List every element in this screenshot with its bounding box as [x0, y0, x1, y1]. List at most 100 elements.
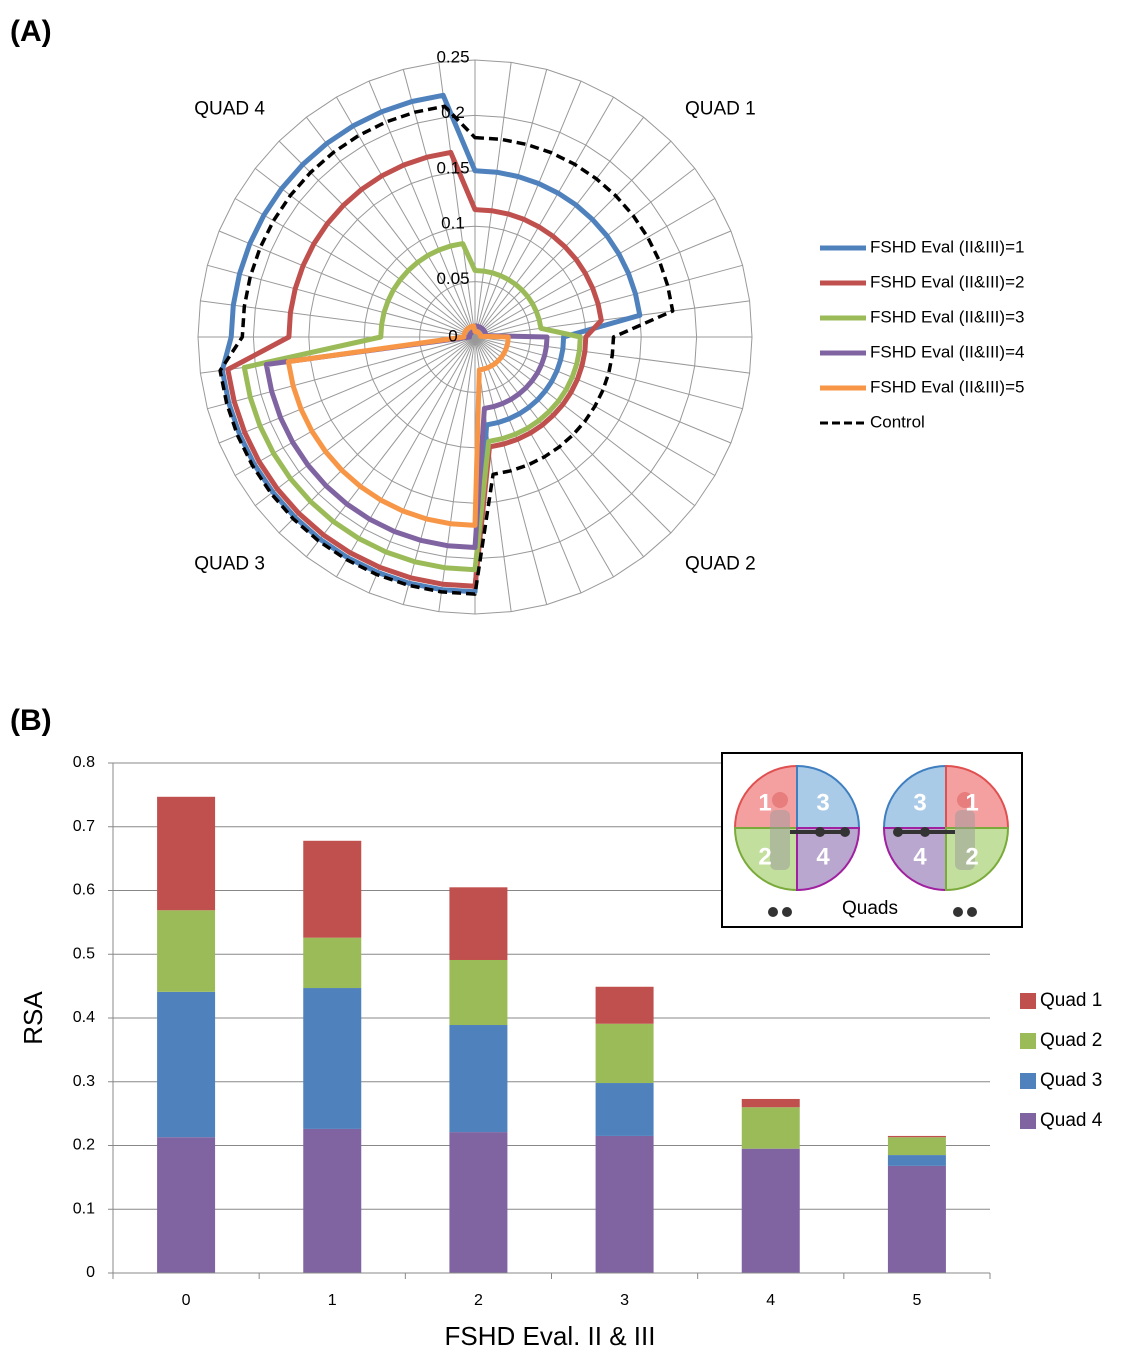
r-tick-label: 0.15	[436, 158, 469, 177]
bar-segment	[888, 1137, 946, 1155]
bar-segment	[449, 1132, 507, 1273]
bar-segment	[742, 1099, 800, 1107]
spoke	[475, 337, 671, 533]
y-tick-label: 0.7	[73, 818, 95, 835]
y-tick-label: 0.6	[73, 882, 95, 899]
inset-caption: Quads	[842, 898, 898, 919]
legend-label: FSHD Eval (II&III)=4	[870, 342, 1024, 361]
quadrant-label: QUAD 3	[194, 554, 265, 575]
joint	[840, 827, 850, 837]
legend-label: Control	[870, 412, 925, 431]
bar-segment	[303, 938, 361, 988]
joint	[893, 827, 903, 837]
figure: (A) (B) FSHD Eval. II & III RSA QUAD 1 QU…	[0, 0, 1123, 1357]
joint	[967, 907, 977, 917]
quad-number: 1	[758, 789, 771, 816]
spoke	[475, 141, 671, 337]
bar-segment	[449, 960, 507, 1025]
joint	[782, 907, 792, 917]
bar-segment	[888, 1136, 946, 1137]
bar-segment	[303, 841, 361, 938]
spoke	[475, 337, 581, 593]
figure-body	[770, 810, 790, 870]
spoke	[279, 337, 475, 533]
bar-segment	[303, 1129, 361, 1273]
quadrant-label: QUAD 1	[685, 98, 756, 119]
r-tick-label: 0.1	[441, 214, 465, 233]
y-tick-label: 0.1	[73, 1200, 95, 1217]
x-tick-label: 1	[328, 1292, 337, 1309]
quad-number: 2	[965, 843, 978, 870]
r-tick-label: 0.05	[436, 269, 469, 288]
bar-segment	[888, 1166, 946, 1273]
bar-segment	[157, 910, 215, 992]
bar-segment	[596, 1136, 654, 1273]
r-tick-label: 0.25	[436, 47, 469, 66]
joint	[815, 827, 825, 837]
legend-label: FSHD Eval (II&III)=3	[870, 307, 1024, 326]
spoke	[475, 337, 731, 443]
y-tick-label: 0	[86, 1264, 95, 1281]
joint	[953, 907, 963, 917]
bar-segment	[742, 1107, 800, 1148]
legend-label: Quad 3	[1040, 1070, 1102, 1091]
joint	[768, 907, 778, 917]
quads-inset: 1 3 2 4 3 1 4 2 Quads	[722, 753, 1022, 927]
spoke	[475, 62, 511, 337]
spoke	[235, 199, 475, 338]
r-tick-label: 0	[448, 326, 457, 345]
joint	[920, 827, 930, 837]
bar-segment	[449, 887, 507, 960]
spoke	[207, 265, 475, 337]
quad-number: 1	[965, 789, 978, 816]
quad-number: 3	[816, 789, 829, 816]
bar-segment	[157, 797, 215, 910]
bar-segment	[596, 1083, 654, 1136]
legend-label: Quad 1	[1040, 990, 1102, 1011]
y-tick-label: 0.8	[73, 754, 95, 771]
spoke	[369, 337, 475, 593]
x-tick-label: 3	[620, 1292, 629, 1309]
legend-swatch	[1020, 1113, 1036, 1129]
series-line	[228, 152, 602, 586]
quadrant-label: QUAD 2	[685, 554, 756, 575]
quad-number: 3	[913, 789, 926, 816]
legend-swatch	[1020, 993, 1036, 1009]
spoke	[475, 69, 547, 337]
spoke	[200, 301, 475, 337]
quad-number: 2	[758, 843, 771, 870]
figure-head	[772, 792, 788, 808]
y-tick-label: 0.3	[73, 1073, 95, 1090]
legend-swatch	[1020, 1033, 1036, 1049]
x-tick-label: 5	[912, 1292, 921, 1309]
legend-label: Quad 2	[1040, 1030, 1102, 1051]
y-tick-label: 0.2	[73, 1137, 95, 1154]
bar-segment	[596, 1024, 654, 1083]
panel-label: (A)	[10, 15, 52, 48]
spoke	[475, 301, 750, 337]
r-tick-label: 0.2	[441, 103, 465, 122]
legend-label: FSHD Eval (II&III)=2	[870, 272, 1024, 291]
bar-segment	[303, 988, 361, 1129]
x-tick-label: 2	[474, 1292, 483, 1309]
panel-label: (B)	[10, 704, 52, 737]
bar-segment	[449, 1025, 507, 1132]
spoke	[235, 337, 475, 476]
legend-label: FSHD Eval (II&III)=1	[870, 237, 1024, 256]
legend-swatch	[1020, 1073, 1036, 1089]
y-axis-title: RSA	[18, 991, 48, 1045]
bar-segment	[742, 1149, 800, 1273]
quad-number: 4	[913, 843, 927, 870]
bar-segment	[596, 987, 654, 1024]
spoke	[337, 337, 476, 577]
x-tick-label: 0	[182, 1292, 191, 1309]
quadrant-label: QUAD 4	[194, 98, 265, 119]
x-tick-label: 4	[766, 1292, 775, 1309]
quad-number: 4	[816, 843, 830, 870]
x-axis-title: FSHD Eval. II & III	[445, 1321, 656, 1351]
bar-segment	[888, 1155, 946, 1166]
y-tick-label: 0.4	[73, 1009, 95, 1026]
y-tick-label: 0.5	[73, 945, 95, 962]
legend-label: Quad 4	[1040, 1110, 1103, 1131]
legend-label: FSHD Eval (II&III)=5	[870, 377, 1024, 396]
